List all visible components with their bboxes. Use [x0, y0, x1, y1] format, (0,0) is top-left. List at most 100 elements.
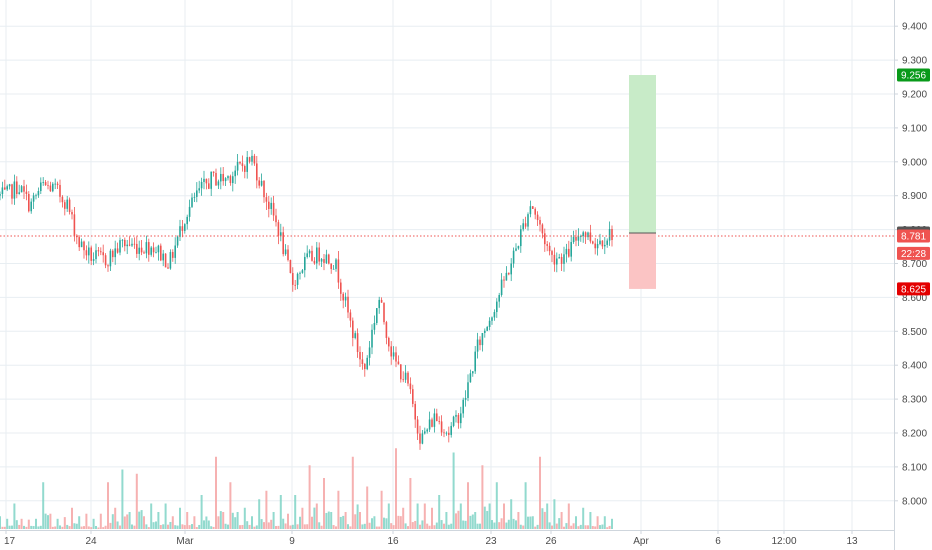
- candle-body: [181, 226, 184, 231]
- volume-bar: [200, 495, 203, 529]
- candle-body: [282, 232, 284, 255]
- volume-bar: [80, 526, 83, 529]
- volume-bar: [527, 516, 529, 529]
- volume-bar: [291, 524, 294, 529]
- candle-body: [124, 239, 126, 247]
- volume-bar: [150, 503, 153, 529]
- volume-bar: [531, 516, 534, 529]
- candle-body: [292, 273, 294, 285]
- volume-bar: [515, 520, 517, 529]
- candle-body: [575, 237, 577, 241]
- volume-bar: [251, 516, 253, 529]
- candle-body: [131, 243, 133, 246]
- volume-bar: [567, 503, 570, 529]
- volume-bar: [315, 503, 318, 529]
- volume-bar: [572, 523, 575, 529]
- candle-body: [544, 233, 546, 245]
- loss-zone[interactable]: [629, 232, 656, 289]
- time-tick-label: 26: [545, 536, 557, 547]
- volume-bar: [183, 525, 186, 529]
- candle-body: [167, 267, 169, 269]
- candle-body: [234, 170, 236, 177]
- volume-bar: [42, 482, 45, 529]
- candle-body: [143, 252, 145, 254]
- candle-body: [104, 255, 107, 266]
- price-tick-label: 9.100: [902, 123, 927, 134]
- candle-body: [330, 263, 332, 270]
- volume-bar: [342, 515, 345, 529]
- candle-body: [258, 180, 260, 186]
- candle-body: [217, 181, 220, 186]
- candle-body: [380, 299, 383, 303]
- volume-bar: [231, 512, 234, 529]
- candle-body: [112, 250, 114, 258]
- candle-body: [121, 239, 124, 241]
- volume-bar: [30, 525, 33, 529]
- candle-body: [76, 235, 78, 238]
- volume-bar: [272, 512, 275, 529]
- candle-body: [402, 379, 404, 381]
- price-tick-label: 8.100: [902, 462, 927, 473]
- candle-body: [551, 251, 553, 255]
- candle-body: [517, 246, 520, 249]
- candle-body: [179, 226, 181, 237]
- volume-bar: [198, 524, 201, 529]
- candle-body: [493, 312, 496, 318]
- candle-body: [572, 237, 575, 243]
- candle-body: [114, 248, 116, 258]
- volume-bar: [164, 503, 167, 529]
- volume-bar: [462, 520, 465, 529]
- volume-bar: [27, 519, 30, 529]
- candle-body: [196, 190, 198, 197]
- candle-body: [16, 181, 18, 195]
- volume-bar: [63, 517, 66, 529]
- volume-bar: [18, 524, 21, 529]
- candle-body: [85, 250, 88, 256]
- volume-bar: [140, 510, 143, 529]
- volume-bar: [66, 524, 69, 529]
- candle-body: [371, 329, 373, 348]
- profit-zone[interactable]: [629, 75, 656, 233]
- volume-bar: [8, 525, 11, 529]
- volume-bar: [599, 525, 601, 529]
- candle-body: [536, 214, 539, 221]
- volume-bar: [330, 512, 333, 529]
- volume-bar: [404, 523, 407, 529]
- candle-body: [174, 245, 176, 258]
- volume-bar: [282, 518, 285, 529]
- candle-body: [188, 206, 191, 217]
- candle-body: [169, 252, 172, 269]
- candle-body: [397, 361, 400, 365]
- time-axis[interactable]: 17 24 Mar 9 16 23 26 Apr 6 12:00 13: [0, 530, 894, 547]
- candle-body: [0, 194, 1, 196]
- candle-body: [476, 339, 479, 352]
- volume-bar: [107, 482, 109, 529]
- volume-bar: [546, 503, 549, 529]
- candle-body: [42, 182, 44, 183]
- candle-body: [541, 224, 544, 234]
- volume-bar: [253, 526, 256, 529]
- volume-bar: [457, 510, 460, 529]
- candle-body: [594, 243, 596, 249]
- volume-bar: [39, 525, 42, 529]
- volume-bar: [159, 525, 162, 529]
- position-tool[interactable]: [629, 75, 656, 289]
- price-tick-label: 8.600: [902, 293, 927, 304]
- volume-bar: [236, 512, 239, 529]
- volume-bar: [1, 526, 4, 529]
- volume-bar: [558, 518, 561, 529]
- candle-body: [311, 250, 313, 261]
- price-axis[interactable]: 8.000 8.100 8.200 8.300 8.400 8.500 8.600 8.700…: [894, 0, 927, 550]
- candle-body: [556, 258, 558, 265]
- price-tick-label: 9.300: [902, 56, 927, 67]
- volume-bar: [131, 524, 133, 529]
- candle-body: [344, 296, 347, 301]
- volume-bar: [215, 456, 217, 529]
- volume-bar: [495, 482, 498, 529]
- volume-bar: [323, 478, 325, 529]
- volume-bar: [399, 516, 402, 529]
- candle-body: [340, 282, 342, 294]
- candle-body: [592, 241, 594, 244]
- volume-bar: [78, 516, 81, 529]
